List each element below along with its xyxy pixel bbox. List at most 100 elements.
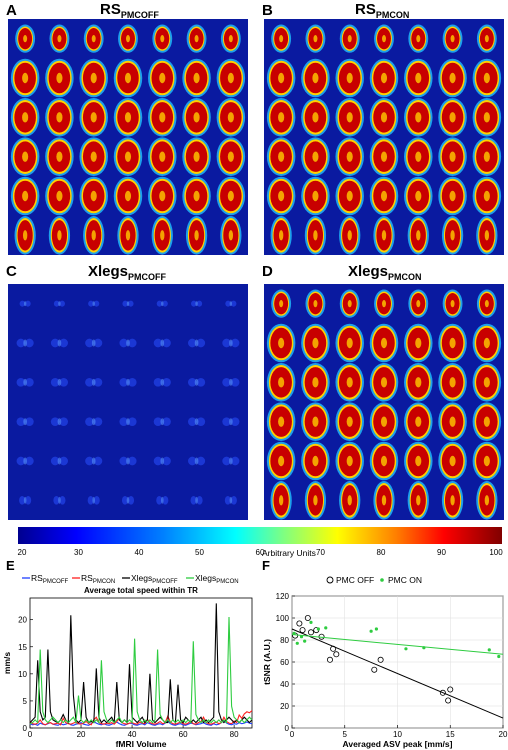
data-point xyxy=(369,629,373,633)
brain-slice-center xyxy=(279,300,284,308)
brain-slice-center xyxy=(278,230,284,241)
brain-slice-blob xyxy=(222,378,231,387)
brain-slice-center xyxy=(313,230,318,241)
brain-slice-blob xyxy=(188,417,197,426)
brain-slice-center xyxy=(312,455,319,467)
brain-slice-blob xyxy=(126,378,130,386)
brain-slice-center xyxy=(160,230,165,241)
brain-slice-blob xyxy=(57,418,62,426)
brain-slice-center xyxy=(346,377,353,388)
brain-slice-blob xyxy=(16,417,26,426)
brain-slice-center xyxy=(483,455,490,467)
brain-slice-blob xyxy=(128,338,137,348)
brain-slice-blob xyxy=(195,496,198,504)
x-tick-label: 20 xyxy=(499,730,508,739)
legend-sub: PMCOFF xyxy=(152,579,178,585)
brain-slice-blob xyxy=(25,300,31,307)
data-point xyxy=(445,697,452,704)
colorbar-tick: 80 xyxy=(376,548,386,557)
brain-slice-center xyxy=(382,300,386,308)
brain-slice-blob xyxy=(188,456,197,466)
series-line xyxy=(29,603,253,724)
brain-slice-blob xyxy=(156,300,163,307)
brain-slice-blob xyxy=(50,417,60,426)
brain-slice-blob xyxy=(23,457,27,465)
brain-slice-center xyxy=(484,230,490,241)
brain-slices xyxy=(266,24,502,255)
y-tick-label: 10 xyxy=(18,670,27,679)
brain-slice-center xyxy=(346,455,353,467)
brain-slice-center xyxy=(278,72,285,84)
brain-slice-blob xyxy=(222,417,231,426)
brain-slice-blob xyxy=(162,417,171,426)
brain-slice-blob xyxy=(128,378,137,387)
brain-slice-center xyxy=(279,35,284,43)
panel-c-title: XlegsPMCOFF xyxy=(88,263,166,282)
brain-slice-center xyxy=(193,112,200,123)
panel-label-e: E xyxy=(6,558,15,573)
y-tick-label: 60 xyxy=(280,658,289,667)
brain-slice-center xyxy=(380,377,388,388)
brain-slice-blob xyxy=(59,338,68,348)
brain-slice-blob xyxy=(16,456,26,466)
brain-slice-blob xyxy=(153,338,163,348)
panel-c-title-sub: PMCOFF xyxy=(128,272,167,282)
brain-slice-center xyxy=(57,35,62,43)
brain-slice-center xyxy=(483,377,490,388)
legend-sub: PMCON xyxy=(93,579,115,585)
brain-slice-center xyxy=(90,112,97,123)
fit-line xyxy=(291,628,504,719)
brain-slice-blob xyxy=(25,417,34,426)
brain-slice-blob xyxy=(93,378,103,387)
brain-slice-center xyxy=(381,230,387,241)
brain-slice-center xyxy=(449,72,456,84)
brain-slice-center xyxy=(124,112,132,123)
data-point xyxy=(307,629,314,636)
brain-slice-blob xyxy=(229,418,233,426)
brain-slice-center xyxy=(484,35,489,43)
brain-slice-blob xyxy=(50,338,60,348)
brain-slice-blob xyxy=(85,378,94,387)
data-point xyxy=(296,620,303,627)
brain-slice-center xyxy=(346,190,353,202)
brain-slice-center xyxy=(415,72,422,84)
brain-slice-blob xyxy=(162,378,171,387)
panel-a-title: RSPMCOFF xyxy=(100,1,159,20)
brain-slice-center xyxy=(483,416,490,427)
brain-slice-blob xyxy=(53,496,60,505)
brain-slice-center xyxy=(22,151,29,162)
brain-slice-blob xyxy=(59,378,68,387)
brain-slice-blob xyxy=(93,496,100,505)
brain-slice-center xyxy=(125,230,131,241)
brain-slice-center xyxy=(346,72,353,84)
brain-slice-blob xyxy=(59,456,68,466)
brain-slice-center xyxy=(124,151,132,162)
brain-slice-center xyxy=(380,72,388,84)
panel-label-b: B xyxy=(262,2,273,19)
brain-slice-blob xyxy=(224,496,231,505)
brain-slice-center xyxy=(450,230,455,241)
brain-slice-blob xyxy=(16,378,26,387)
legend-entry: RSPMCOFF xyxy=(31,573,68,585)
data-point xyxy=(299,635,304,639)
brain-slice-center xyxy=(347,230,352,241)
brain-slice-blob xyxy=(194,378,199,386)
brain-slice-center xyxy=(227,151,234,162)
brain-slice-center xyxy=(227,72,234,84)
brain-slice-center xyxy=(194,230,199,241)
brain-slice-center xyxy=(483,72,490,84)
legend-sub: PMCOFF xyxy=(43,579,69,585)
brain-slice-center xyxy=(312,337,319,349)
legend-entry: RSPMCON xyxy=(81,573,115,585)
brain-slice-blob xyxy=(128,456,137,466)
data-point xyxy=(309,620,313,624)
panel-b-title-main: RS xyxy=(355,1,376,18)
brain-slice-blob xyxy=(188,338,197,348)
colorbar-tick: 100 xyxy=(489,548,503,557)
brain-slice-blob xyxy=(188,378,197,387)
x-tick-label: 60 xyxy=(179,730,188,739)
y-tick-label: 120 xyxy=(276,592,290,601)
brain-slice-blob xyxy=(93,417,103,426)
y-tick-label: 20 xyxy=(280,702,289,711)
brain-slice-blob xyxy=(23,378,27,386)
